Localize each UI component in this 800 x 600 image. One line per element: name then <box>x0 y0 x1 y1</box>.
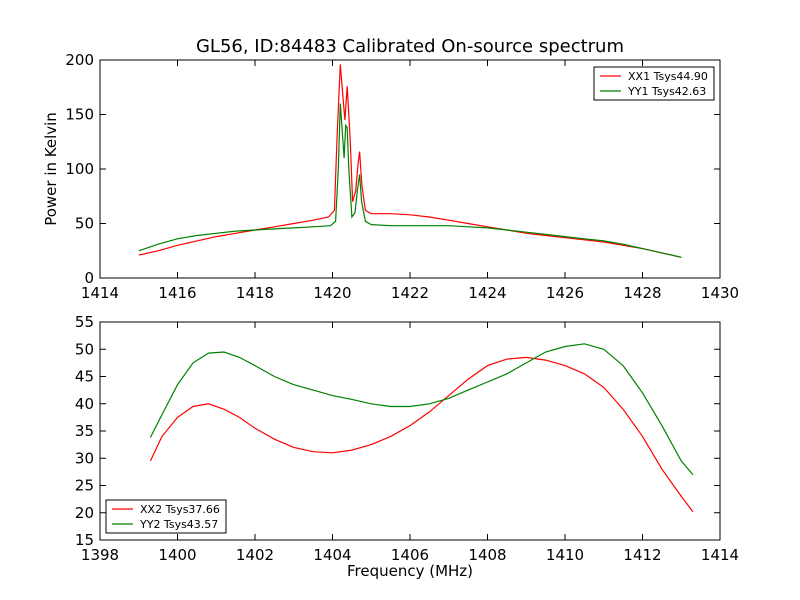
legend-label: XX2 Tsys37.66 <box>140 503 220 516</box>
chart-panel-1: 1414 1416 1418 1420 1422 1424 1426 1428 1430 0 50 1… <box>42 36 739 302</box>
legend-1: XX1 Tsys44.90 YY1 Tsys42.63 <box>593 66 715 101</box>
y-tick-label: 50 <box>75 215 94 233</box>
legend-2: XX2 Tsys37.66 YY2 Tsys43.57 <box>105 499 227 534</box>
y-tick-label: 15 <box>75 531 94 549</box>
y-tick-label: 30 <box>75 449 94 467</box>
y-tick-label: 55 <box>75 313 94 331</box>
y-tick-label: 20 <box>75 504 94 522</box>
legend-label: XX1 Tsys44.90 <box>628 70 708 83</box>
x-tick-label: 1428 <box>623 284 661 302</box>
y-axis-label: Power in Kelvin <box>42 112 60 226</box>
x-tick-label: 1410 <box>546 546 584 564</box>
y-tick-label: 45 <box>75 368 94 386</box>
y-tick-label: 50 <box>75 340 94 358</box>
series-line-2-2 <box>149 343 694 475</box>
y-tick-label: 35 <box>75 422 94 440</box>
legend-label: YY2 Tsys43.57 <box>139 518 218 531</box>
legend-box <box>105 499 227 534</box>
x-tick-label: 1430 <box>701 284 739 302</box>
y-tick-label: 0 <box>84 269 94 287</box>
x-tick-label: 1408 <box>468 546 506 564</box>
y-tick-label: 25 <box>75 477 94 495</box>
x-tick-label: 1418 <box>236 284 274 302</box>
x-tick-label: 1412 <box>623 546 661 564</box>
legend-box <box>593 66 715 101</box>
series-line-1-1 <box>138 64 682 258</box>
x-tick-label: 1404 <box>313 546 351 564</box>
y-tick-label: 100 <box>65 160 94 178</box>
x-tick-label: 1398 <box>81 546 119 564</box>
y-tick-label: 40 <box>75 395 94 413</box>
x-tick-label: 1400 <box>158 546 196 564</box>
x-axis-label: Frequency (MHz) <box>347 562 473 580</box>
x-tick-label: 1414 <box>81 284 119 302</box>
x-tick-label: 1426 <box>546 284 584 302</box>
x-tick-label: 1402 <box>236 546 274 564</box>
y-tick-label: 150 <box>65 106 94 124</box>
chart-panels: 1414 1416 1418 1420 1422 1424 1426 1428 14300501… <box>42 36 739 580</box>
y-tick-label: 200 <box>65 51 94 69</box>
x-tick-label: 1406 <box>391 546 429 564</box>
x-tick-label: 1424 <box>468 284 506 302</box>
x-tick-label: 1422 <box>391 284 429 302</box>
series-line-1-2 <box>138 103 682 258</box>
legend-label: YY1 Tsys42.63 <box>627 85 706 98</box>
x-tick-label: 1414 <box>701 546 739 564</box>
x-tick-label: 1420 <box>313 284 351 302</box>
chart-panel-2: 1398 1400 1402 1404 1406 1408 1410 1412 1414 15 20… <box>75 313 739 580</box>
series-line-2-1 <box>149 356 694 513</box>
x-tick-label: 1416 <box>158 284 196 302</box>
chart-title: GL56, ID:84483 Calibrated On-source spec… <box>196 36 624 57</box>
